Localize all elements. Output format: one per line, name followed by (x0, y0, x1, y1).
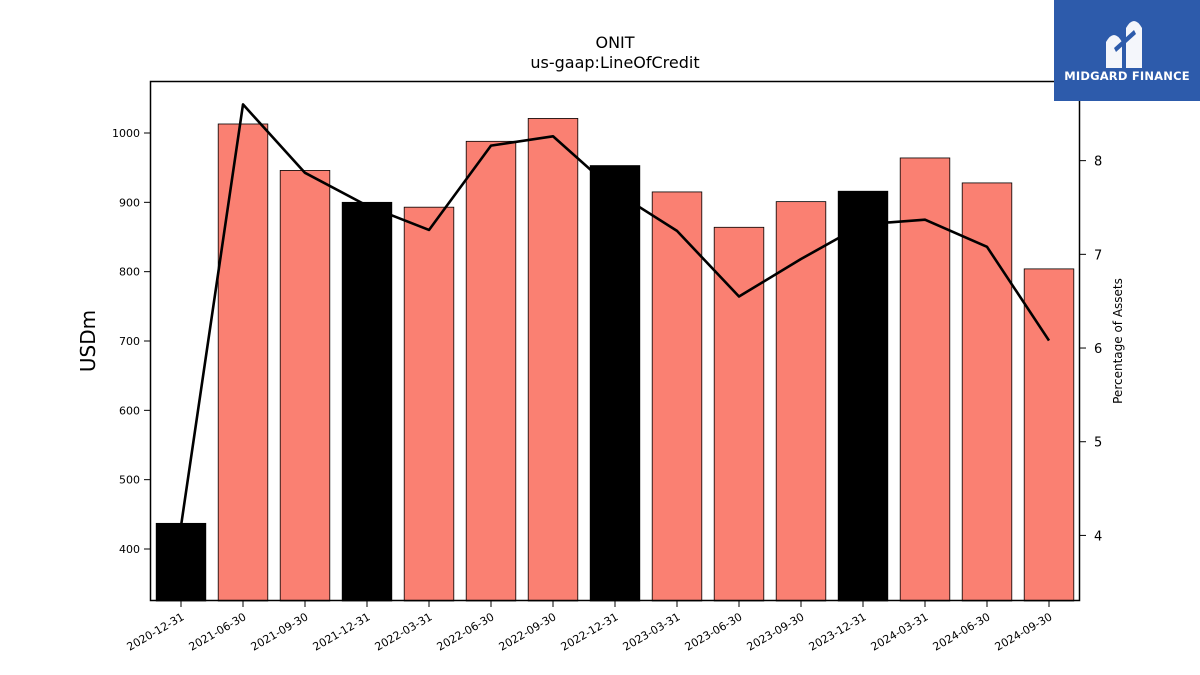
y-axis-label: USDm (76, 310, 100, 372)
x-tick-label: 2022-03-31 (373, 610, 435, 653)
x-tick-label: 2022-09-30 (497, 610, 559, 653)
bar-2022-12-31 (589, 165, 641, 602)
y-tick-label: 1000 (112, 127, 140, 140)
percentage-line (179, 103, 1051, 527)
bar-2024-06-30 (961, 182, 1013, 602)
bar-2022-09-30 (527, 118, 579, 602)
y-tick-label: 800 (119, 266, 140, 279)
bar-2023-03-31 (651, 191, 703, 602)
left-axis: 400 500 600 700 800 900 1000 (112, 127, 150, 556)
y-tick-label: 600 (119, 404, 140, 417)
bar-2021-09-30 (279, 170, 331, 602)
y-tick-label: 700 (119, 335, 140, 348)
bar-2021-12-31 (341, 201, 393, 602)
bar-2023-06-30 (713, 226, 765, 602)
y-tick-label: 400 (119, 543, 140, 556)
x-tick-label: 2024-03-31 (869, 610, 931, 653)
bar-2023-09-30 (775, 201, 827, 602)
x-tick-label: 2021-09-30 (249, 610, 311, 653)
logo-mark-icon (1106, 21, 1142, 68)
right-axis: 4 5 6 7 8 (1080, 155, 1102, 544)
x-tick-label: 2023-03-31 (621, 610, 683, 653)
x-tick-label: 2023-12-31 (807, 610, 869, 653)
y2-tick-label: 5 (1094, 436, 1102, 451)
x-tick-label: 2020-12-31 (125, 610, 187, 653)
y2-tick-label: 4 (1094, 529, 1102, 544)
chart-subtitle: us-gaap:LineOfCredit (530, 53, 700, 72)
bar-series (155, 118, 1075, 602)
chart-title: ONIT (595, 33, 635, 52)
bar-2024-09-30 (1023, 268, 1075, 602)
logo-text: MIDGARD FINANCE (1064, 69, 1190, 83)
bar-2023-12-31 (837, 190, 889, 602)
x-axis: 2020-12-31 2021-06-30 2021-09-30 2021-12-31… (125, 601, 1055, 654)
x-tick-label: 2022-12-31 (559, 610, 621, 653)
y-tick-label: 500 (119, 474, 140, 487)
bar-2022-03-31 (403, 206, 455, 602)
brand-logo: MIDGARD FINANCE (1054, 0, 1200, 101)
line-series (179, 103, 1051, 527)
y-tick-label: 900 (119, 196, 140, 209)
x-tick-label: 2024-09-30 (993, 610, 1055, 653)
bar-2021-06-30 (217, 123, 269, 602)
secondary-y-axis-label: Percentage of Assets (1111, 278, 1125, 404)
x-tick-label: 2023-09-30 (745, 610, 807, 653)
bar-2020-12-31 (155, 522, 207, 602)
bar-2024-03-31 (899, 157, 951, 602)
y2-tick-label: 6 (1094, 342, 1102, 357)
bar-2022-06-30 (465, 140, 517, 602)
x-tick-label: 2021-12-31 (311, 610, 373, 653)
x-tick-label: 2022-06-30 (435, 610, 497, 653)
plot-frame (149, 80, 1081, 602)
x-tick-label: 2024-06-30 (931, 610, 993, 653)
x-tick-label: 2021-06-30 (187, 610, 249, 653)
y2-tick-label: 8 (1094, 155, 1102, 170)
x-tick-label: 2023-06-30 (683, 610, 745, 653)
y2-tick-label: 7 (1094, 248, 1102, 263)
